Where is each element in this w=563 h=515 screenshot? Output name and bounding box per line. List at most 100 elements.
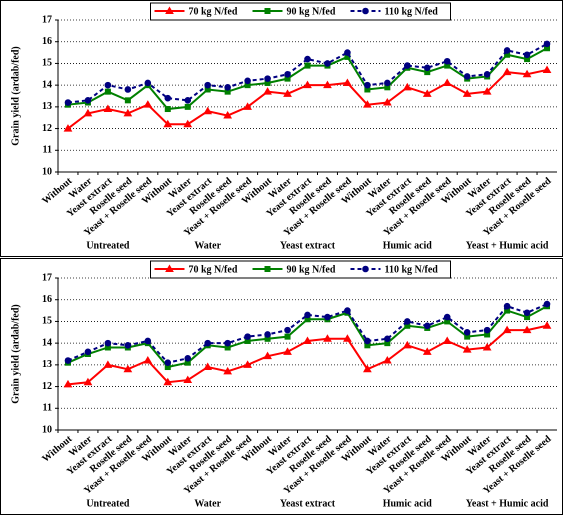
marker [443,57,451,65]
marker [84,97,92,104]
marker [523,51,531,59]
legend-marker [264,266,271,272]
marker [503,302,511,310]
marker [143,100,153,108]
marker [522,69,532,78]
marker [483,70,491,78]
y-tick-label: 13 [42,359,52,370]
marker [243,102,252,110]
marker [402,82,412,91]
marker [263,87,272,95]
legend-box [150,260,451,279]
marker [404,62,411,69]
legend-marker [165,264,174,272]
marker [184,97,192,104]
marker [124,342,132,349]
marker [382,356,392,364]
marker [284,70,291,78]
marker [404,318,411,325]
marker [123,108,133,117]
marker [543,300,551,308]
group-label: Untreated [86,498,130,509]
marker [203,362,213,371]
y-tick-label: 11 [43,403,52,414]
y-tick-label: 13 [42,101,52,112]
legend-label: 70 kg N/fed [189,264,238,275]
chart: 10 11 12 13 14 15 16 17 Grain yield (ardab/fed) W… [0,0,563,257]
marker [224,84,231,91]
y-axis-label: Grain yield (ardab/fed) [10,304,21,403]
marker [503,47,511,54]
y-tick-label: 17 [42,272,52,283]
marker [323,334,332,342]
marker [204,81,211,89]
marker [423,322,431,330]
marker [303,336,312,344]
marker [463,73,471,80]
marker [324,313,331,321]
marker [384,335,391,343]
marker [343,334,352,342]
marker [144,79,152,87]
marker [184,355,192,362]
marker [422,89,432,97]
marker [104,339,112,347]
marker [223,111,233,119]
marker [64,99,72,106]
legend-label: 110 kg N/fed [385,264,439,275]
y-tick-label: 15 [42,58,52,69]
marker [204,339,211,347]
marker [103,360,113,368]
marker [184,103,191,110]
y-tick-label: 16 [42,36,52,47]
group-label: Untreated [86,240,130,251]
marker [203,106,213,115]
marker [104,81,112,89]
marker [263,351,272,360]
y-tick-label: 12 [42,123,52,134]
y-tick-label: 16 [42,294,52,305]
marker [83,108,93,117]
marker [384,79,391,87]
y-tick-label: 10 [42,424,52,435]
marker [442,78,452,86]
marker [364,337,371,345]
marker [502,325,512,334]
chart: 10 11 12 13 14 15 16 17 Grain yield (ardab/fed) W… [0,258,563,515]
marker [542,65,552,73]
marker [303,80,312,89]
marker [543,40,551,48]
y-tick-label: 11 [43,145,52,156]
legend-label: 90 kg N/fed [287,264,336,275]
group-label: Yeast extract [280,240,336,251]
marker [463,328,471,336]
marker [123,364,133,373]
group-label: Yeast + Humic acid [466,240,549,251]
legend-label: 110 kg N/fed [385,6,439,17]
marker [523,309,531,317]
marker [103,104,113,113]
legend-marker [165,6,174,14]
series-line [67,324,548,386]
marker [502,67,512,76]
marker [64,357,72,364]
legend-marker [264,8,271,14]
y-tick-label: 14 [42,337,52,348]
marker [124,86,132,93]
marker [63,379,73,388]
marker [344,307,351,314]
marker [283,89,292,97]
marker [522,325,532,334]
marker [223,366,233,375]
marker [482,87,492,95]
marker [363,364,372,373]
group-label: Water [194,240,221,251]
marker [304,311,311,319]
y-tick-label: 15 [42,316,52,327]
legend-marker [362,265,369,273]
marker [442,336,452,344]
marker [304,62,311,69]
marker [304,55,311,63]
marker [143,356,153,364]
